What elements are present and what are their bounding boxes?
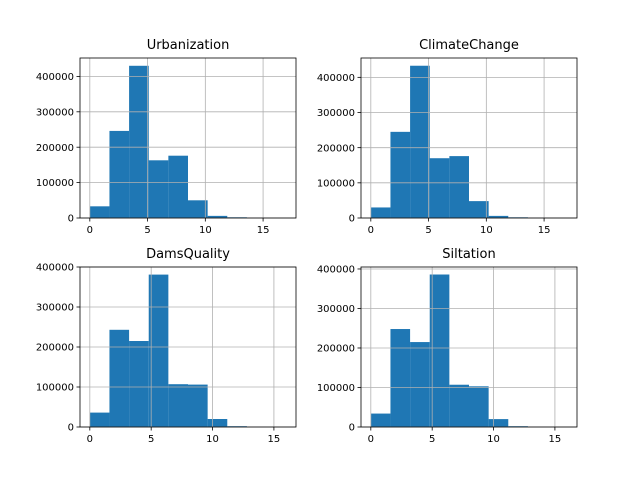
- y-tick-label: 0: [349, 423, 355, 434]
- histogram-bar: [188, 200, 208, 218]
- y-tick-label: 400000: [36, 72, 74, 83]
- x-tick-label: 5: [148, 434, 154, 445]
- x-tick-label: 10: [487, 434, 500, 445]
- y-tick-label: 300000: [317, 108, 355, 119]
- histogram-bar: [207, 215, 228, 218]
- x-tick-label: 0: [368, 225, 374, 236]
- subplot-title: Siltation: [442, 247, 495, 262]
- x-tick-label: 0: [87, 434, 93, 445]
- histogram-bar: [469, 201, 489, 218]
- y-tick-label: 300000: [36, 107, 74, 118]
- axes-frame: [360, 57, 578, 219]
- x-tick-label: 15: [257, 225, 270, 236]
- histogram-bar: [449, 156, 469, 218]
- histogram-bar: [168, 155, 188, 218]
- subplot-4: 0 5 10 15 0 100000 200000 300000 400000 Siltation: [317, 247, 578, 445]
- histogram-bar: [129, 341, 149, 427]
- y-tick-label: 300000: [317, 304, 355, 315]
- subplot-title: DamsQuality: [146, 247, 230, 262]
- histogram-bar: [390, 131, 411, 218]
- histogram-bar: [109, 329, 130, 427]
- y-tick-label: 400000: [36, 263, 74, 274]
- y-tick-label: 400000: [317, 265, 355, 276]
- x-tick-label: 5: [144, 225, 150, 236]
- x-tick-label: 10: [206, 434, 219, 445]
- subplot-3: 0 5 10 15 0 100000 200000 300000 400000 DamsQuali…: [36, 247, 297, 445]
- histogram-bar: [410, 342, 430, 427]
- histogram-bar: [207, 419, 228, 427]
- histogram-bar: [168, 384, 188, 427]
- histogram-bar: [469, 386, 489, 427]
- axes-frame: [79, 57, 297, 219]
- histogram-bar: [449, 384, 469, 427]
- y-tick-label: 100000: [36, 178, 74, 189]
- histogram-bar: [188, 384, 208, 427]
- x-tick-label: 0: [368, 434, 374, 445]
- y-tick-label: 0: [68, 214, 74, 225]
- subplot-1: 0 5 10 15 0 100000 200000 300000 400000 Urbanizat…: [36, 38, 297, 236]
- y-tick-label: 100000: [317, 178, 355, 189]
- y-tick-label: 200000: [317, 143, 355, 154]
- axes-frame: [360, 266, 578, 428]
- histogram-bar: [89, 412, 110, 427]
- y-tick-label: 0: [68, 423, 74, 434]
- subplot-title: Urbanization: [147, 38, 230, 53]
- histogram-bar: [129, 65, 149, 218]
- y-tick-label: 100000: [36, 383, 74, 394]
- x-tick-label: 15: [549, 434, 562, 445]
- histogram-bar: [410, 65, 430, 218]
- subplot-2: 0 5 10 15 0 100000 200000 300000 400000 ClimateCh…: [317, 38, 578, 236]
- x-tick-label: 15: [538, 225, 551, 236]
- y-tick-label: 200000: [36, 143, 74, 154]
- histogram-bar: [390, 329, 411, 427]
- x-tick-label: 5: [425, 225, 431, 236]
- subplot-title: ClimateChange: [419, 38, 519, 53]
- histogram-bar: [89, 206, 110, 218]
- histogram-bar: [109, 130, 130, 218]
- histogram-bar: [148, 274, 169, 427]
- y-tick-label: 300000: [36, 303, 74, 314]
- histogram-bar: [148, 160, 169, 218]
- y-tick-label: 100000: [317, 383, 355, 394]
- y-tick-label: 0: [349, 214, 355, 225]
- x-tick-label: 10: [480, 225, 493, 236]
- histogram-bar: [488, 419, 509, 427]
- y-tick-label: 400000: [317, 73, 355, 84]
- histogram-bar: [488, 215, 509, 218]
- histogram-bar: [370, 413, 391, 427]
- y-tick-label: 200000: [317, 344, 355, 355]
- histogram-bar: [429, 158, 450, 218]
- histogram-bar: [370, 207, 391, 218]
- x-tick-label: 10: [199, 225, 212, 236]
- x-tick-label: 5: [429, 434, 435, 445]
- x-tick-label: 0: [87, 225, 93, 236]
- y-tick-label: 200000: [36, 343, 74, 354]
- histogram-bar: [429, 274, 450, 427]
- x-tick-label: 15: [268, 434, 281, 445]
